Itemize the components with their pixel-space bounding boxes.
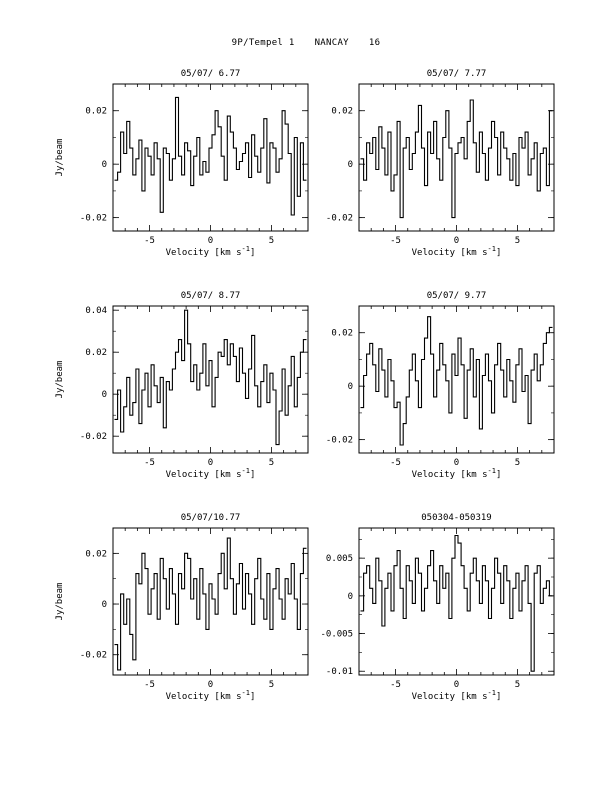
spectrum-line xyxy=(114,96,307,216)
y-tick-label: 0.02 xyxy=(331,107,353,117)
y-tick-label: 0 xyxy=(102,600,107,610)
y-tick-label: 0.02 xyxy=(85,348,107,358)
y-tick-label: 0 xyxy=(348,160,353,170)
x-axis-label: Velocity [km s-1] xyxy=(166,689,256,702)
spectrum-line xyxy=(360,316,553,446)
spectrum-panel-5: -5 0 5 -0.02 0 0.02 05/07/10.77 Velocity [km s-… xyxy=(55,513,309,702)
y-tick-label: 0 xyxy=(102,160,107,170)
y-tick-label: 0 xyxy=(102,390,107,400)
plot-frame xyxy=(358,527,555,676)
y-tick-label: 0 xyxy=(348,592,353,602)
y-tick-label: -0.02 xyxy=(326,214,353,224)
y-tick-label: -0.005 xyxy=(320,630,353,640)
y-tick-label: 0.02 xyxy=(331,329,353,339)
y-axis-label: Jy/beam xyxy=(55,583,65,621)
x-tick-label: 5 xyxy=(269,680,274,690)
x-axis-label: Velocity [km s-1] xyxy=(412,467,502,480)
y-axis-label: Jy/beam xyxy=(55,139,65,177)
y-tick-label: 0.02 xyxy=(85,549,107,559)
panel-title: 05/07/ 8.77 xyxy=(181,291,241,301)
object-name: 9P/Tempel 1 xyxy=(231,38,295,48)
x-tick-label: 0 xyxy=(454,458,459,468)
page-number: 16 xyxy=(368,38,381,48)
plot-frame xyxy=(112,527,309,676)
spectrum-panel-6: -5 0 5 -0.01 -0.005 0 0.005 050304-050319 Veloci… xyxy=(320,513,555,702)
y-tick-label: -0.01 xyxy=(326,667,353,677)
x-tick-label: -5 xyxy=(390,680,401,690)
panel-title: 05/07/ 7.77 xyxy=(427,69,487,79)
spectrum-panel-2: -5 0 5 -0.02 0 0.02 05/07/ 7.77 Velocity [km s-… xyxy=(326,69,555,258)
x-axis-label: Velocity [km s-1] xyxy=(166,467,256,480)
page-title: 9P/Tempel 1 NANCAY 16 xyxy=(0,38,612,48)
x-axis-label: Velocity [km s-1] xyxy=(412,245,502,258)
y-tick-label: 0.04 xyxy=(85,306,107,316)
x-axis-label: Velocity [km s-1] xyxy=(166,245,256,258)
x-tick-label: 0 xyxy=(454,680,459,690)
x-axis-label: Velocity [km s-1] xyxy=(412,689,502,702)
spectrum-line xyxy=(114,537,307,671)
spectrum-panel-4: -5 0 5 -0.02 0 0.02 05/07/ 9.77 Velocity [km s-… xyxy=(326,291,555,480)
x-tick-label: -5 xyxy=(390,458,401,468)
x-tick-label: 0 xyxy=(454,236,459,246)
y-axis-label: Jy/beam xyxy=(55,361,65,399)
x-tick-label: -5 xyxy=(144,680,155,690)
spectrum-line xyxy=(114,309,307,446)
x-tick-label: 5 xyxy=(269,236,274,246)
station-name: NANCAY xyxy=(314,38,349,48)
x-tick-label: 0 xyxy=(208,236,213,246)
x-tick-label: -5 xyxy=(144,236,155,246)
x-tick-label: -5 xyxy=(144,458,155,468)
x-tick-label: 0 xyxy=(208,680,213,690)
x-tick-label: 5 xyxy=(515,680,520,690)
x-tick-label: 5 xyxy=(269,458,274,468)
spectrum-panel-3: -5 0 5 -0.02 0 0.02 0.04 05/07/ 8.77 Velocity [k… xyxy=(55,291,309,480)
spectrum-panel-1: -5 0 5 -0.02 0 0.02 05/07/ 6.77 Velocity [km s-… xyxy=(55,69,309,258)
y-tick-label: 0 xyxy=(348,382,353,392)
y-tick-label: -0.02 xyxy=(80,651,107,661)
y-tick-label: -0.02 xyxy=(80,214,107,224)
x-tick-label: 5 xyxy=(515,236,520,246)
panel-title: 05/07/ 6.77 xyxy=(181,69,241,79)
y-tick-label: -0.02 xyxy=(326,436,353,446)
x-tick-label: 5 xyxy=(515,458,520,468)
y-tick-label: 0.005 xyxy=(326,554,353,564)
spectrum-line xyxy=(360,99,553,219)
x-tick-label: 0 xyxy=(208,458,213,468)
panel-title: 05/07/10.77 xyxy=(181,513,241,523)
y-tick-label: -0.02 xyxy=(80,432,107,442)
x-tick-label: -5 xyxy=(390,236,401,246)
panel-title: 05/07/ 9.77 xyxy=(427,291,487,301)
panel-title: 050304-050319 xyxy=(421,513,491,523)
y-tick-label: 0.02 xyxy=(85,107,107,117)
spectrum-line xyxy=(360,534,553,672)
